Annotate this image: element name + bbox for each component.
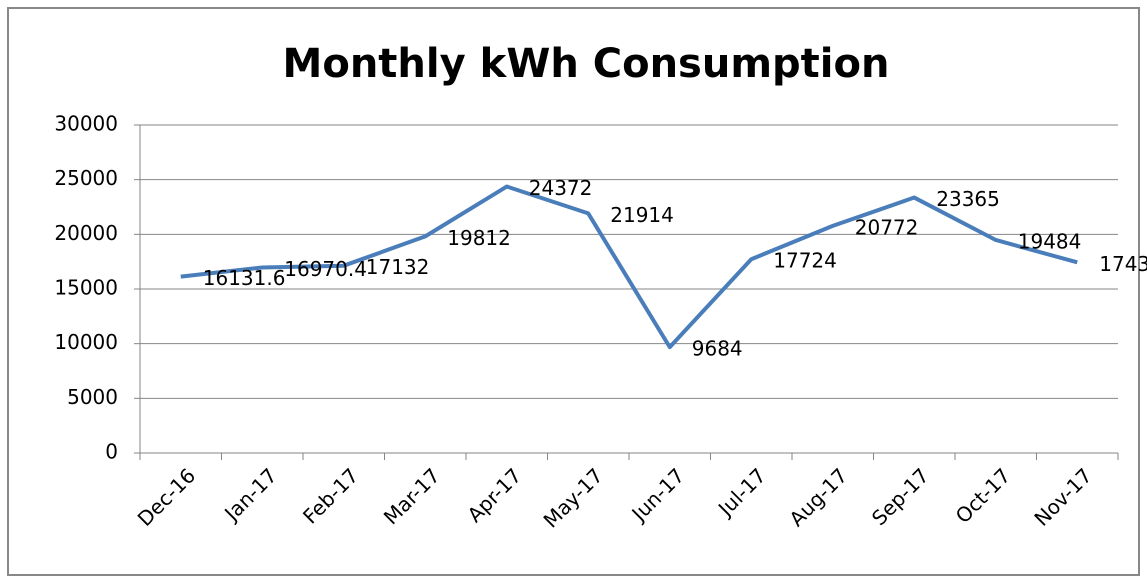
data-label: 9684 xyxy=(692,337,743,361)
y-tick-label: 0 xyxy=(105,440,118,464)
chart-title: Monthly kWh Consumption xyxy=(283,41,890,87)
line xyxy=(180,184,1078,350)
y-tick-label: 30000 xyxy=(54,112,118,136)
data-label: 20772 xyxy=(855,215,919,239)
y-tick-label: 5000 xyxy=(67,385,118,409)
y-tick-label: 15000 xyxy=(54,276,118,300)
data-label: 16970.4 xyxy=(284,257,367,281)
data-label: 19812 xyxy=(447,226,511,250)
data-label: 17437 xyxy=(1099,252,1147,276)
data-label: 17724 xyxy=(773,249,837,273)
y-tick-label: 25000 xyxy=(54,166,118,190)
chart-border xyxy=(7,7,1140,576)
data-label: 24372 xyxy=(529,176,593,200)
data-label: 21914 xyxy=(610,203,674,227)
data-label: 19484 xyxy=(1018,229,1082,253)
data-label: 17132 xyxy=(366,255,430,279)
y-tick-label: 20000 xyxy=(54,221,118,245)
data-label: 16131.6 xyxy=(203,266,286,290)
y-tick-label: 10000 xyxy=(54,330,118,354)
data-label: 23365 xyxy=(936,187,1000,211)
